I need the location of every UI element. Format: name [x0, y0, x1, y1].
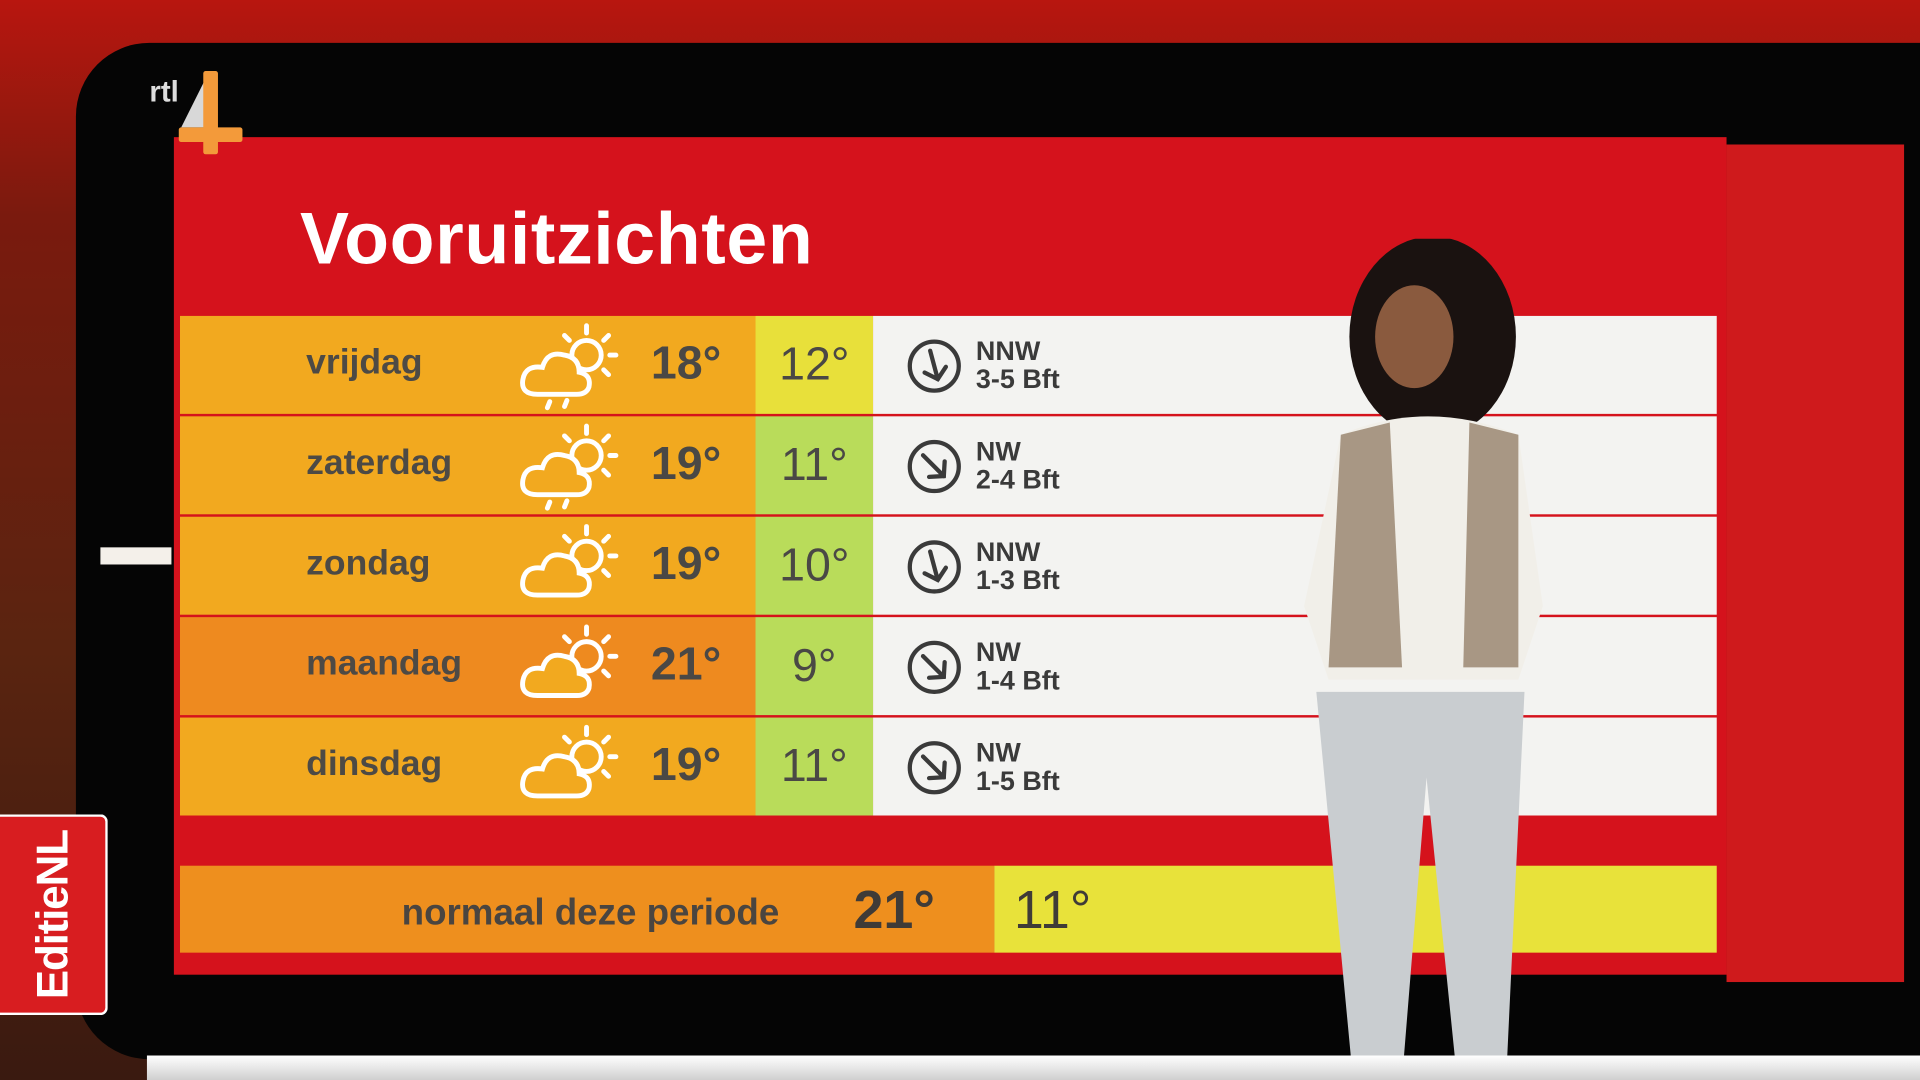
- page-title: Vooruitzichten: [300, 197, 814, 280]
- wind-cell: NNW 1-3 Bft: [873, 516, 1717, 615]
- wind-force: 2-4 Bft: [975, 464, 1060, 495]
- normal-period-bar: normaal deze periode 21°: [180, 865, 995, 953]
- wind-direction: NW: [975, 737, 1021, 768]
- wind-direction: NNW: [975, 536, 1041, 567]
- wind-cell: NW 1-4 Bft: [873, 617, 1717, 716]
- min-temp: 9°: [755, 617, 874, 716]
- studio-floor: [146, 1055, 1920, 1080]
- panel-extension: [1726, 144, 1905, 983]
- wind-arrow-icon: [906, 740, 962, 796]
- day-name: dinsdag: [306, 744, 443, 784]
- day-name: maandag: [306, 644, 463, 684]
- day-name: zaterdag: [306, 443, 453, 483]
- wind-arrow-icon: [906, 639, 962, 695]
- day-name: zondag: [306, 543, 431, 583]
- day-cell: zondag 19°: [180, 516, 756, 615]
- min-temp: 10°: [755, 516, 874, 615]
- wind-arrow-icon: [906, 338, 962, 394]
- sun-cloud-icon: [513, 720, 626, 813]
- sun-cloud-icon: [513, 620, 626, 713]
- forecast-row: dinsdag 19° 11° NW 1-5 Bft: [180, 717, 1717, 816]
- wind-cell: NW 2-4 Bft: [873, 416, 1717, 515]
- wind-arrow-icon: [906, 539, 962, 595]
- wind-force: 3-5 Bft: [975, 363, 1060, 395]
- editienl-badge-text: EditieNL: [26, 830, 78, 1000]
- wind-cell: NNW 3-5 Bft: [873, 315, 1717, 414]
- presenter: [1292, 236, 1586, 1080]
- max-temp: 21°: [650, 639, 722, 691]
- forecast-row: zaterdag 19° 11° NW 2-4 Bft: [180, 416, 1717, 515]
- normal-min-temp: 11°: [1013, 880, 1092, 941]
- min-temp: 11°: [755, 717, 874, 816]
- normal-period-label: normaal deze periode: [401, 892, 780, 934]
- day-cell: dinsdag 19°: [180, 717, 756, 816]
- wind-force: 1-4 Bft: [975, 664, 1060, 696]
- day-cell: vrijdag 18°: [180, 315, 756, 414]
- rtl-logo-text: rtl: [149, 75, 179, 109]
- forecast-row: vrijdag 18° 12° NNW 3-5 Bft: [180, 315, 1717, 414]
- max-temp: 19°: [650, 538, 722, 591]
- day-name: vrijdag: [306, 342, 423, 383]
- min-temp: 12°: [755, 315, 874, 414]
- rtl4-logo: rtl: [147, 69, 245, 157]
- forecast-row: maandag 21° 9° NW 1-4 Bft: [180, 617, 1717, 716]
- sun-cloud-rain-icon: [513, 419, 626, 512]
- normal-max-temp: 21°: [853, 880, 935, 941]
- editienl-badge: EditieNL: [0, 814, 108, 1016]
- max-temp: 18°: [650, 337, 722, 390]
- studio-light-strip: [100, 547, 172, 565]
- day-cell: maandag 21°: [180, 617, 756, 716]
- wind-force: 1-5 Bft: [975, 765, 1060, 796]
- sun-cloud-rain-icon: [513, 318, 626, 411]
- max-temp: 19°: [650, 438, 722, 490]
- forecast-row: zondag 19° 10° NNW 1-3 Bft: [180, 516, 1717, 615]
- min-temp: 11°: [755, 416, 874, 515]
- wind-direction: NW: [975, 435, 1021, 467]
- sun-cloud-icon: [513, 519, 626, 612]
- wind-force: 1-3 Bft: [975, 564, 1060, 596]
- wind-cell: NW 1-5 Bft: [873, 717, 1717, 816]
- wind-arrow-icon: [906, 438, 962, 494]
- wind-direction: NW: [975, 636, 1021, 668]
- wind-direction: NNW: [975, 335, 1041, 367]
- day-cell: zaterdag 19°: [180, 416, 756, 515]
- max-temp: 19°: [650, 739, 722, 792]
